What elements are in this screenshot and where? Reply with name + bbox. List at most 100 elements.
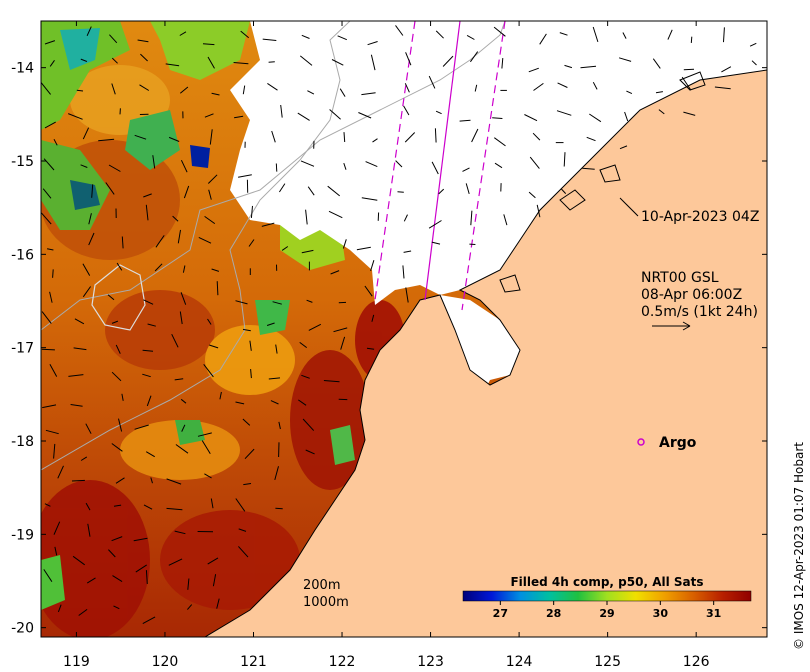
argo-label: Argo — [659, 435, 697, 451]
current-vector — [113, 605, 120, 610]
current-vector — [275, 344, 278, 354]
current-vector — [358, 112, 372, 119]
current-vector — [207, 557, 219, 565]
current-vector — [80, 456, 88, 461]
x-tick-label: 122 — [329, 654, 356, 670]
current-vector — [494, 137, 506, 147]
current-vector — [53, 521, 61, 535]
current-vector — [469, 51, 479, 63]
current-vector — [370, 54, 376, 71]
current-vector — [98, 138, 115, 142]
current-vector — [179, 86, 189, 94]
track-line-left — [374, 21, 416, 301]
scale-arrow — [652, 321, 691, 331]
current-vector — [242, 328, 251, 332]
current-vector — [88, 213, 92, 225]
depth-200-label: 200m — [303, 578, 340, 593]
current-vector — [622, 32, 627, 39]
current-vector — [235, 498, 246, 512]
current-vector — [624, 111, 629, 122]
current-vector — [305, 449, 315, 455]
current-vector — [404, 83, 410, 93]
current-vector — [54, 546, 58, 556]
current-vector — [524, 114, 538, 122]
current-vector — [435, 30, 444, 39]
current-vector — [250, 369, 252, 379]
current-vector — [41, 212, 52, 225]
current-vector — [274, 466, 279, 481]
current-vector — [244, 448, 255, 460]
colorbar-tick-label: 31 — [706, 607, 721, 620]
current-vector — [683, 111, 696, 116]
current-vector — [655, 91, 663, 94]
current-vector — [209, 129, 213, 145]
current-vector — [109, 34, 118, 44]
current-vector — [306, 299, 313, 303]
current-vector — [187, 578, 190, 590]
current-vector — [434, 128, 437, 143]
current-vector — [248, 239, 255, 247]
current-vector — [559, 32, 568, 36]
current-vector — [139, 84, 150, 91]
current-vector — [465, 183, 470, 195]
current-vector — [459, 119, 471, 122]
current-vector — [404, 132, 416, 143]
current-vector — [262, 38, 277, 41]
y-tick-label: -15 — [11, 154, 34, 170]
current-vector — [82, 263, 91, 276]
map-frame — [40, 20, 768, 638]
current-vector — [111, 536, 123, 542]
current-vector — [207, 318, 212, 325]
current-vector — [142, 616, 156, 625]
current-vector — [177, 229, 181, 244]
current-vector — [249, 340, 252, 351]
current-vector — [86, 577, 96, 584]
current-vector — [150, 477, 153, 484]
current-vector — [180, 159, 188, 173]
sst-patches — [41, 65, 405, 637]
current-vector — [529, 156, 540, 169]
current-vector — [165, 63, 180, 67]
current-vector — [57, 604, 62, 613]
current-vector — [143, 299, 154, 305]
current-vector — [308, 323, 322, 331]
current-vector — [302, 418, 315, 431]
current-vector — [82, 286, 92, 298]
credit-label: © IMOS 12-Apr-2023 01:07 Hobart — [792, 442, 806, 650]
current-vector — [471, 128, 479, 143]
current-vector — [145, 451, 155, 458]
depth-1000-label: 1000m — [303, 595, 349, 610]
y-tick-label: -18 — [11, 434, 34, 450]
current-vector — [267, 82, 278, 91]
current-vector — [492, 117, 503, 119]
current-vector — [435, 110, 442, 115]
no-data-region — [230, 21, 767, 305]
current-vectors — [41, 25, 757, 625]
current-vector — [53, 443, 56, 459]
current-vector — [240, 30, 250, 39]
current-vector — [442, 55, 454, 67]
current-vector — [45, 429, 59, 435]
current-vector — [179, 311, 183, 325]
current-vector — [667, 29, 673, 40]
current-vector — [108, 164, 121, 172]
current-vector — [270, 400, 279, 405]
current-vector — [154, 263, 163, 272]
current-vector — [111, 371, 122, 382]
current-vector — [68, 113, 83, 120]
y-tick-label: -20 — [11, 621, 34, 637]
current-vector — [207, 56, 215, 69]
current-vector — [563, 152, 566, 167]
current-vector — [681, 76, 692, 91]
current-vector — [592, 81, 598, 90]
current-vector — [298, 399, 307, 406]
current-vector — [80, 58, 88, 62]
colorbar-tick-label: 27 — [493, 607, 508, 620]
argo-marker — [637, 438, 645, 446]
current-vector — [168, 136, 180, 142]
current-vector — [658, 109, 665, 115]
current-vector — [174, 530, 186, 535]
current-vector — [714, 86, 731, 90]
current-vector — [238, 528, 247, 532]
current-vector — [297, 112, 310, 121]
